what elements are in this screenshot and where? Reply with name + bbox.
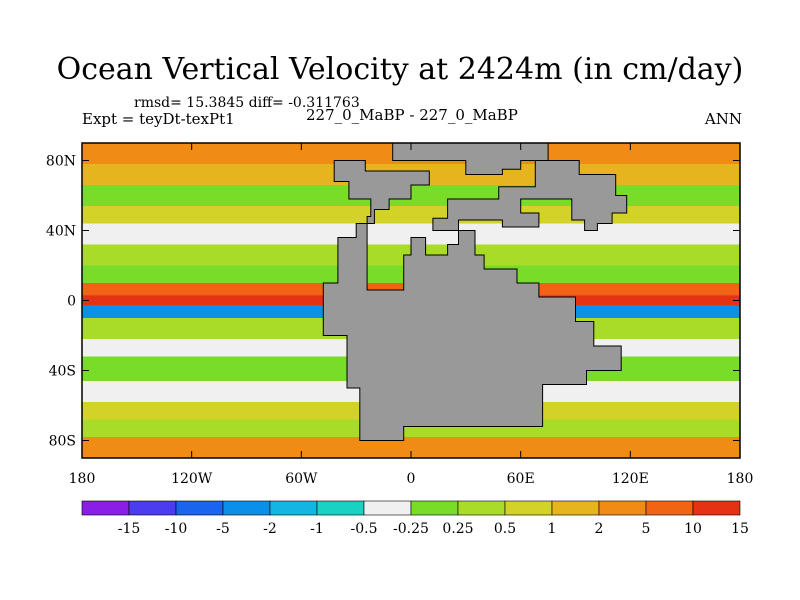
y-tick-label: 0	[67, 294, 76, 310]
colorbar: -15 -10 -5 -2 -1 -0.5 -0.25 0.25 0.5 1 2 5 10 15	[81, 500, 749, 537]
colorbar-label: 15	[731, 521, 749, 537]
colorbar-swatch	[645, 500, 694, 516]
colorbar-label: -2	[263, 521, 277, 537]
land-mass	[322, 160, 628, 441]
case-label: 227_0_MaBP - 227_0_MaBP	[306, 106, 518, 124]
colorbar-swatch	[363, 500, 412, 516]
y-tick-label: 80S	[49, 434, 76, 450]
land-mass	[337, 142, 549, 175]
season-label: ANN	[704, 110, 742, 128]
ocean-band	[82, 206, 740, 224]
colorbar-label: 2	[595, 521, 604, 537]
colorbar-label: -1	[310, 521, 324, 537]
x-axis: 180 120W 60W 0 60E 120E 180	[69, 143, 754, 487]
ocean-band	[82, 419, 740, 437]
colorbar-label: -0.25	[393, 521, 429, 537]
colorbar-swatch	[504, 500, 553, 516]
colorbar-label: 0.25	[442, 521, 473, 537]
colorbar-swatch	[128, 500, 177, 516]
x-tick-label: 120E	[612, 471, 649, 487]
x-tick-label: 60W	[285, 471, 318, 487]
colorbar-label: 5	[642, 521, 651, 537]
colorbar-label: -0.5	[351, 521, 378, 537]
colorbar-swatch	[598, 500, 647, 516]
colorbar-label: 1	[548, 521, 557, 537]
x-tick-label: 0	[407, 471, 416, 487]
x-tick-label: 120W	[171, 471, 213, 487]
colorbar-label: -5	[216, 521, 230, 537]
colorbar-swatch	[175, 500, 224, 516]
ocean-band	[82, 223, 740, 245]
x-tick-label: 60E	[507, 471, 535, 487]
ocean-band	[82, 437, 740, 458]
colorbar-swatch	[692, 500, 741, 516]
colorbar-label: -10	[165, 521, 188, 537]
y-tick-label: 80N	[46, 154, 76, 170]
y-axis: 80N 40N 0 40S 80S	[46, 154, 740, 450]
x-tick-label: 180	[69, 471, 96, 487]
colorbar-swatch	[316, 500, 365, 516]
colorbar-label: -15	[118, 521, 141, 537]
colorbar-label: 10	[684, 521, 702, 537]
colorbar-swatch	[222, 500, 271, 516]
colorbar-swatch	[81, 500, 130, 516]
y-tick-label: 40S	[49, 364, 76, 380]
colorbar-swatch	[551, 500, 600, 516]
land-masses	[322, 142, 628, 441]
y-tick-label: 40N	[46, 224, 76, 240]
map-plot-area	[81, 142, 741, 459]
x-tick-label: 180	[727, 471, 754, 487]
colorbar-swatch	[269, 500, 318, 516]
colorbar-swatch	[457, 500, 506, 516]
colorbar-label: 0.5	[494, 521, 516, 537]
experiment-label: Expt = teyDt-texPt1	[82, 110, 235, 128]
stats-line: rmsd= 15.3845 diff= -0.311763	[134, 95, 360, 111]
colorbar-swatch	[410, 500, 459, 516]
chart-title: Ocean Vertical Velocity at 2424m (in cm/…	[56, 52, 744, 87]
